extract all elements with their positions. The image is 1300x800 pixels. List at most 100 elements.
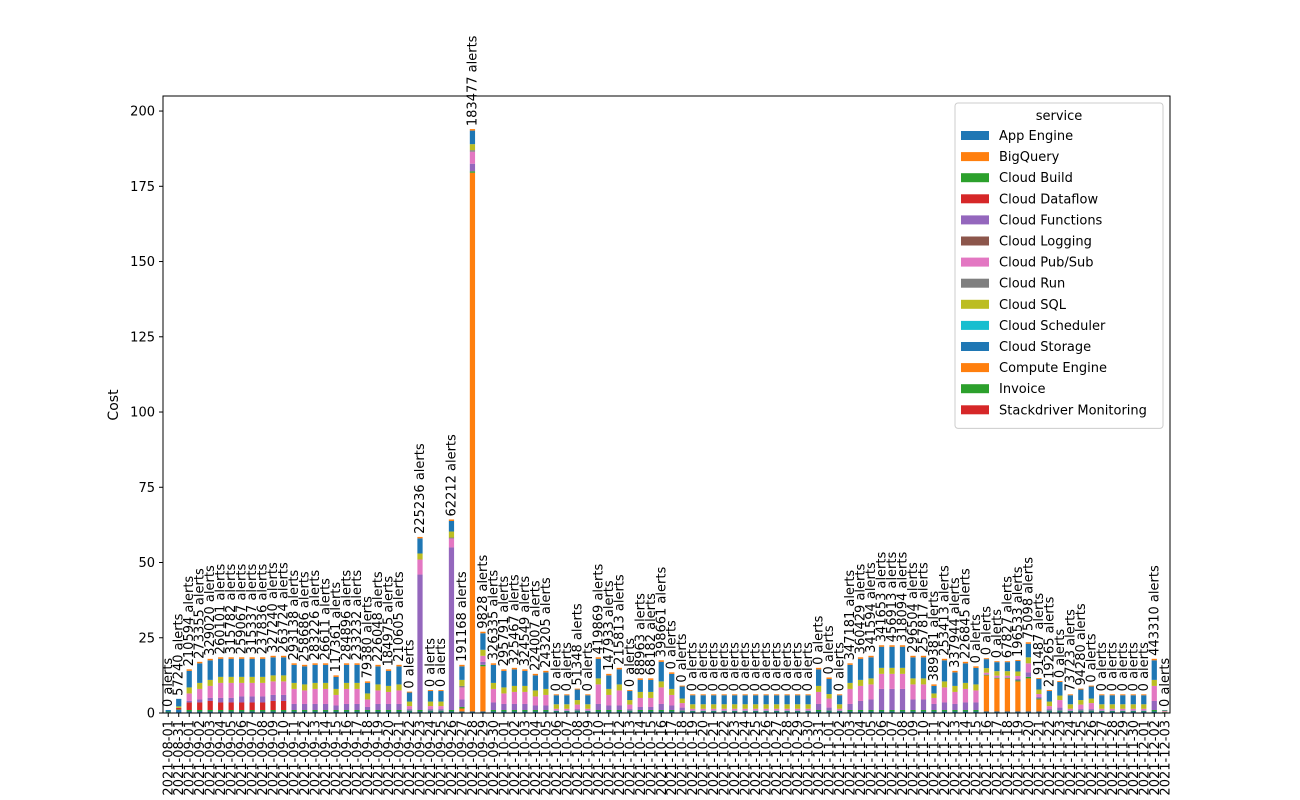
x-tick-label: 2021-10-22 <box>718 720 733 796</box>
bar-segment-12-50 <box>679 685 685 687</box>
x-tick-label: 2021-11-26 <box>1085 720 1100 796</box>
x-tick-label: 2021-09-07 <box>246 720 261 796</box>
bar-segment-1-45 <box>627 711 633 713</box>
bar-segment-9-25 <box>417 553 423 560</box>
bar-segment-7-19 <box>354 688 360 704</box>
bar-label-48: 398661 alerts <box>654 567 669 658</box>
bar-segment-11-14 <box>301 666 308 685</box>
bar-segment-1-89 <box>1088 711 1094 713</box>
bar-segment-3-45 <box>627 710 633 712</box>
bar-segment-12-72 <box>910 655 916 658</box>
bar-label-42: 419869 alerts <box>591 564 606 655</box>
bar-label-14: 258686 alerts <box>298 571 313 662</box>
bar-segment-11-40 <box>574 689 580 701</box>
bar-segment-9-23 <box>396 684 402 691</box>
bar-segment-11-68 <box>868 657 874 679</box>
bar-segment-9-74 <box>931 693 937 698</box>
bar-segment-1-52 <box>700 711 706 713</box>
bar-segment-5-54 <box>721 710 727 711</box>
bar-segment-9-28 <box>448 531 455 538</box>
bar-label-27: 0 alerts <box>434 638 449 687</box>
bar-label-11: 327240 alerts <box>266 562 281 653</box>
bar-segment-5-72 <box>910 699 916 710</box>
bar-segment-11-80 <box>994 662 1000 672</box>
bar-segment-11-76 <box>952 672 958 686</box>
bar-segment-7-60 <box>784 708 790 711</box>
legend-swatch-4 <box>961 194 989 204</box>
bar-segment-3-4 <box>197 709 203 712</box>
bar-segment-3-1 <box>165 711 171 713</box>
bar-segment-2-82 <box>1015 681 1021 712</box>
bar-segment-9-19 <box>354 682 360 689</box>
bar-label-36: 224007 alerts <box>528 580 543 671</box>
bar-segment-7-53 <box>711 708 717 711</box>
bar-segment-12-73 <box>920 655 927 658</box>
bar-segment-5-68 <box>868 699 874 710</box>
bar-segment-9-87 <box>1067 704 1073 709</box>
bar-segment-3-80 <box>994 677 1000 679</box>
bar-segment-7-12 <box>281 681 287 695</box>
bar-segment-9-13 <box>291 682 297 689</box>
bar-label-29: 191168 alerts <box>455 571 470 662</box>
bar-segment-11-36 <box>532 675 539 691</box>
bar-segment-5-90 <box>1099 710 1105 711</box>
bar-segment-5-38 <box>553 710 559 711</box>
bar-segment-11-16 <box>322 664 329 683</box>
bar-segment-12-26 <box>427 690 434 692</box>
bar-segment-3-16 <box>322 709 329 712</box>
bar-label-50: 0 alerts <box>675 633 690 682</box>
bar-segment-12-5 <box>207 658 213 661</box>
bar-segment-9-54 <box>721 704 727 709</box>
bar-segment-12-95 <box>1151 658 1157 661</box>
legend-entry-4: Cloud Dataflow <box>999 192 1098 207</box>
bar-segment-5-57 <box>753 710 759 711</box>
bar-segment-9-30 <box>469 144 476 151</box>
bar-segment-5-71 <box>899 688 906 710</box>
bar-segment-7-96 <box>1162 711 1168 713</box>
bar-segment-3-65 <box>836 710 843 712</box>
bar-segment-12-10 <box>260 657 266 659</box>
bar-segment-11-83 <box>1025 643 1032 658</box>
bar-segment-7-81 <box>1004 675 1011 678</box>
bar-segment-11-21 <box>375 666 381 685</box>
bar-segment-5-9 <box>249 696 255 703</box>
bar-segment-1-69 <box>878 711 885 713</box>
bar-label-91: 0 alerts <box>1105 642 1120 691</box>
bar-segment-12-75 <box>941 658 948 661</box>
bar-segment-1-38 <box>553 711 559 713</box>
x-tick-label: 2021-09-30 <box>487 720 502 796</box>
bar-segment-7-31 <box>480 655 486 662</box>
bar-segment-3-39 <box>564 710 570 712</box>
bar-segment-9-8 <box>239 676 245 683</box>
bar-segment-9-10 <box>260 676 266 683</box>
bar-segment-4-2 <box>176 707 182 710</box>
bar-segment-1-26 <box>427 711 434 713</box>
bar-segment-7-22 <box>385 691 392 704</box>
x-tick-label: 2021-11-06 <box>875 720 890 796</box>
bar-segment-1-56 <box>742 711 748 713</box>
bar-segment-11-26 <box>427 691 434 702</box>
bar-segment-12-44 <box>616 667 622 670</box>
bar-segment-5-46 <box>637 706 643 710</box>
bar-segment-5-21 <box>375 703 381 710</box>
bar-segment-9-21 <box>375 684 381 691</box>
bar-label-60: 0 alerts <box>780 642 795 691</box>
bar-segment-1-68 <box>868 711 874 713</box>
bar-segment-11-5 <box>207 660 213 680</box>
bar-label-13: 293138 alerts <box>287 570 302 661</box>
bar-segment-1-31 <box>480 711 486 713</box>
bar-segment-3-31 <box>480 664 486 667</box>
bar-segment-3-21 <box>375 709 381 712</box>
bar-segment-12-62 <box>805 694 811 696</box>
bar-segment-2-83 <box>1025 678 1032 712</box>
y-tick-label: 125 <box>130 330 155 345</box>
bar-segment-5-77 <box>962 702 969 710</box>
bar-segment-7-40 <box>574 704 580 710</box>
bar-segment-11-85 <box>1046 691 1052 702</box>
bar-segment-5-43 <box>606 705 612 710</box>
bar-segment-3-32 <box>490 709 497 712</box>
bar-segment-11-64 <box>826 678 832 695</box>
bar-label-26: 0 alerts <box>423 638 438 687</box>
bar-segment-11-12 <box>281 657 287 676</box>
bar-segment-5-56 <box>742 710 748 711</box>
